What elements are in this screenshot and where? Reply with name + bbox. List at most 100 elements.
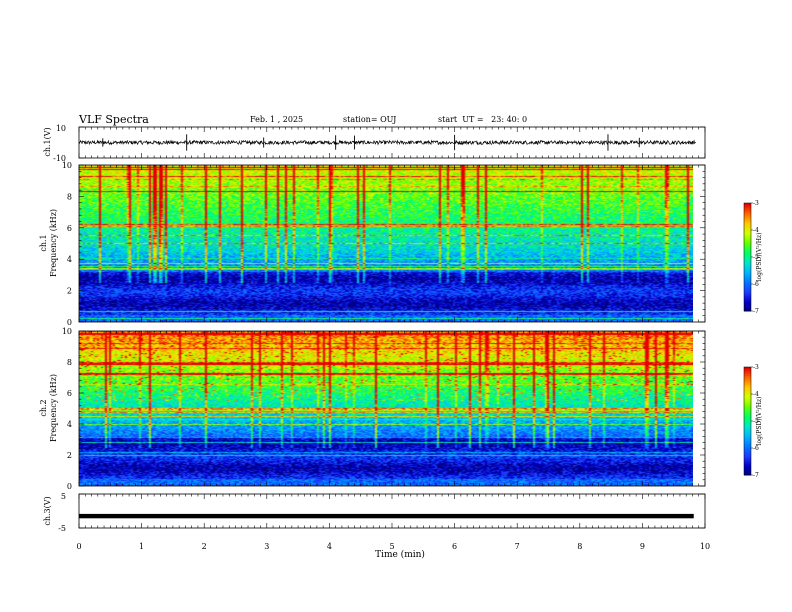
ch2-colorbar-cell: [744, 419, 751, 422]
ch3-ylabel: ch.3(V): [43, 496, 52, 525]
ch1-colorbar-cell: [744, 217, 751, 220]
ch2-colorbar-cell: [744, 439, 751, 442]
ch2-colorbar: -3 -4 -5 -6 -7: [743, 364, 759, 479]
ch1-colorbar-cell: [744, 262, 751, 265]
ch1-spec-ytick-label: 0: [67, 318, 72, 327]
ch2-spec-ytick-label: 4: [67, 420, 72, 429]
date-label: Feb. 1 , 2025: [250, 115, 303, 124]
ch1-colorbar-tick-label: -4: [753, 227, 759, 234]
time-axis-tick-label: 9: [640, 542, 645, 551]
ch2-colorbar-cell: [744, 473, 751, 476]
ch2-spec-ytick-label: 2: [67, 451, 72, 460]
ch1-colorbar-cell: [744, 240, 751, 244]
ch1-colorbar-cell: [744, 246, 751, 249]
ch2-colorbar-cell: [744, 376, 751, 379]
ch1-colorbar-cell: [744, 215, 751, 218]
ch1-waveform-trace: [78, 134, 696, 151]
ch2-colorbar-cell: [744, 460, 751, 463]
ch1-colorbar-tick-label: -6: [753, 281, 759, 288]
ch1-ylabel: ch.1(V): [43, 127, 52, 156]
ch2-colorbar-tick-label: -5: [753, 418, 759, 425]
ch1-colorbar-cell: [744, 257, 751, 260]
ch1-colorbar-cell: [744, 267, 751, 271]
ch2-colorbar-cell: [744, 444, 751, 447]
ch1-colorbar-cell: [744, 307, 751, 310]
ch1-colorbar-cell: [744, 249, 751, 253]
ch1-colorbar-cell: [744, 258, 751, 262]
time-axis-tick-label: 10: [700, 542, 710, 551]
ch1-colorbar-cell: [744, 242, 751, 245]
ch1-colorbar: -3 -4 -5 -6 -7: [743, 200, 759, 315]
ch1-colorbar-cell: [744, 293, 751, 296]
ch2-colorbar-cell: [744, 410, 751, 413]
ch1-colorbar-cell: [744, 291, 751, 294]
ch1-colorbar-cell: [744, 287, 751, 290]
ch2-colorbar-cell: [744, 372, 751, 375]
figure-title: VLF Spectra: [78, 113, 149, 126]
ch2-colorbar-tick-label: -6: [753, 445, 759, 452]
ch1-spectrogram-image: [79, 165, 693, 322]
start-time-label: start UT = 23: 40: 0: [438, 115, 527, 124]
ch1-colorbar-cell: [744, 206, 751, 209]
ch2-colorbar-cell: [744, 379, 751, 382]
ch1-colorbar-cell: [744, 204, 751, 208]
ch2-colorbar-cell: [744, 462, 751, 465]
ch1-colorbar-cell: [744, 203, 751, 206]
ch1-colorbar-cell: [744, 273, 751, 276]
time-axis-tick-label: 8: [577, 542, 582, 551]
ch2-colorbar-tick-label: -4: [753, 391, 759, 398]
ch1-spectrogram-axis: 0 2 4 6 8 10: [62, 161, 706, 327]
ch1-colorbar-cell: [744, 285, 751, 289]
ch1-colorbar-cell: [744, 210, 751, 213]
ch1-colorbar-cell: [744, 237, 751, 240]
ch3-waveform-frame: [78, 493, 706, 529]
ch1-colorbar-cell: [744, 235, 751, 238]
time-axis-tick-label: 6: [452, 542, 457, 551]
ch1-colorbar-cell: [744, 213, 751, 217]
ch1-colorbar-cell: [744, 302, 751, 305]
ch2-colorbar-cell: [744, 390, 751, 393]
ch2-colorbar-cell: [744, 437, 751, 440]
ch1-colorbar-cell: [744, 228, 751, 231]
ch2-colorbar-cell: [744, 453, 751, 456]
ch2-spec-ylabel-freq: Frequency (kHz): [49, 374, 58, 442]
ch2-colorbar-cell: [744, 422, 751, 426]
ch1-colorbar-cell: [744, 298, 751, 301]
ch2-colorbar-cell: [744, 392, 751, 395]
ch2-colorbar-cell: [744, 431, 751, 435]
ch1-colorbar-cell: [744, 251, 751, 254]
ch2-colorbar-cell: [744, 428, 751, 431]
ch2-colorbar-cell: [744, 440, 751, 444]
ch1-colorbar-cell: [744, 278, 751, 281]
ch1-colorbar-cell: [744, 253, 751, 256]
ch1-spec-ytick-label: 4: [67, 255, 72, 264]
ch2-colorbar-cell: [744, 394, 751, 397]
ch2-colorbar-cell: [744, 377, 751, 381]
time-axis-tick-labels: 0 1 2 3 4 5 6 7 8 9 10: [76, 542, 710, 551]
ch1-colorbar-cell: [744, 269, 751, 272]
ch3-ytick-top: 5: [61, 492, 66, 501]
ch2-colorbar-cell: [744, 397, 751, 400]
ch2-colorbar-cell: [744, 442, 751, 445]
ch2-colorbar-cell: [744, 386, 751, 390]
ch2-colorbar-cell: [744, 467, 751, 471]
ch1-waveform-axis: [78, 126, 706, 159]
ch2-colorbar-cell: [744, 424, 751, 427]
ch3-waveform-panel: 5 -5 ch.3(V): [43, 492, 706, 533]
time-axis-tick-label: 7: [515, 542, 520, 551]
ch2-colorbar-cell: [744, 388, 751, 391]
ch2-colorbar-cell: [744, 466, 751, 469]
ch2-colorbar-cell: [744, 401, 751, 404]
ch2-colorbar-cell: [744, 433, 751, 436]
ch2-colorbar-cell: [744, 368, 751, 372]
ch2-colorbar-cell: [744, 406, 751, 409]
ch1-colorbar-cell: [744, 264, 751, 267]
ch1-colorbar-cell: [744, 296, 751, 299]
ch1-colorbar-cell: [744, 224, 751, 227]
ch2-colorbar-cell: [744, 412, 751, 415]
ch2-colorbar-cell: [744, 435, 751, 438]
ch1-colorbar-cell: [744, 230, 751, 233]
ch2-spec-ytick-label: 0: [67, 482, 72, 491]
